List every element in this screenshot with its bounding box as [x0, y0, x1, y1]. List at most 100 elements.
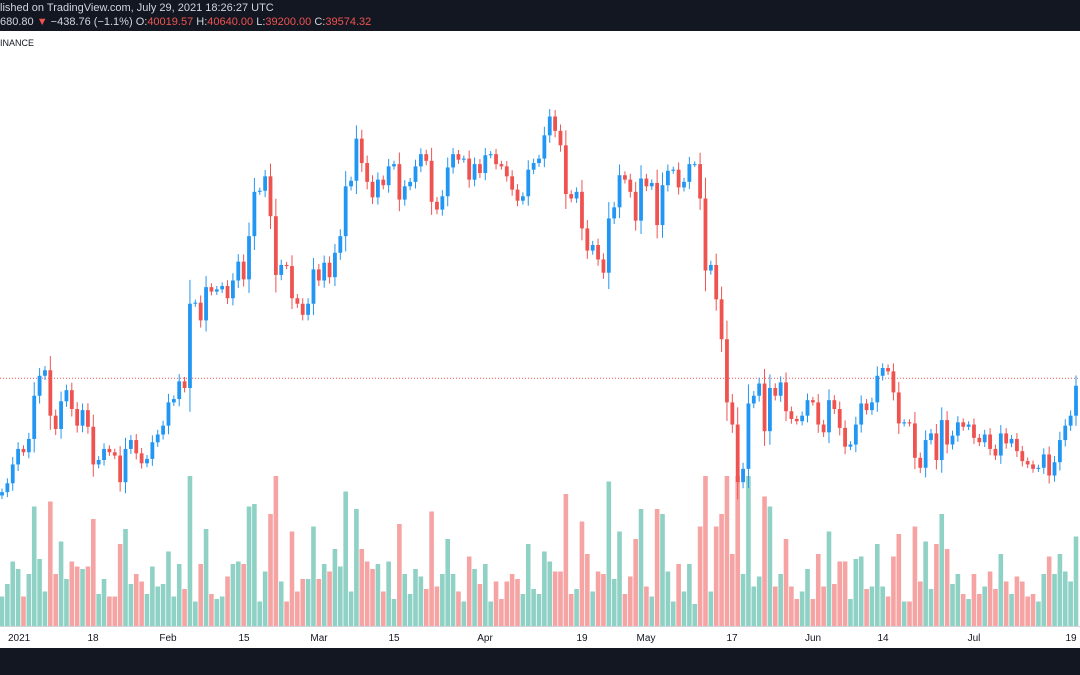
candle-body — [43, 370, 47, 376]
volume-bar — [794, 599, 800, 626]
candle-body — [338, 236, 343, 253]
candle-body — [913, 423, 917, 458]
volume-bar — [1020, 581, 1025, 626]
volume-bar — [58, 541, 64, 626]
candle-body — [440, 196, 445, 210]
candle-body — [182, 381, 187, 388]
volume-bar — [117, 544, 123, 626]
volume-bar — [1036, 601, 1041, 626]
candle-body — [311, 269, 316, 304]
candle-body — [402, 186, 407, 200]
volume-bar — [660, 514, 665, 626]
volume-bar — [166, 551, 171, 626]
candle-body — [531, 163, 536, 170]
candle-body — [768, 387, 772, 432]
volume-bar — [542, 551, 547, 626]
volume-bar — [209, 594, 214, 626]
volume-bar — [472, 569, 477, 626]
volume-bar — [203, 529, 209, 626]
volume-bar — [214, 599, 220, 626]
volume-bar — [848, 599, 853, 626]
volume-bar — [762, 496, 767, 626]
down-arrow-icon: ▼ — [36, 16, 48, 28]
volume-bar — [525, 544, 531, 626]
candle-body — [306, 303, 310, 315]
volume-bar — [719, 514, 724, 626]
volume-bar — [987, 571, 993, 626]
x-tick-label: 19 — [1065, 633, 1077, 644]
volume-bar — [483, 564, 488, 626]
time-axis[interactable]: 2021 18 Feb 15 Mar 15 Apr 19 May 17 Jun 14 Jul 19 — [0, 626, 1080, 649]
candle-body — [1074, 385, 1078, 416]
candle-body — [279, 264, 284, 275]
candle-body — [988, 434, 992, 449]
volume-bar — [842, 561, 848, 626]
candle-body — [359, 138, 364, 164]
volume-bar — [670, 601, 676, 626]
candle-body — [1004, 433, 1009, 444]
candle-body — [241, 261, 246, 280]
volume-bar — [15, 569, 21, 626]
x-tick-label: 19 — [576, 633, 588, 644]
candle-body — [59, 401, 63, 429]
volume-bar — [273, 476, 279, 626]
volume-bar — [42, 591, 48, 626]
candle-body — [886, 368, 890, 372]
volume-bar — [284, 601, 289, 626]
last-price: 680.80 — [0, 16, 34, 28]
volume-bar — [187, 476, 193, 626]
candle-body — [789, 411, 794, 419]
volume-bar — [585, 554, 590, 626]
candle-body — [585, 228, 590, 251]
volume-bar — [864, 589, 869, 626]
candle-body — [26, 438, 31, 453]
volume-bar — [853, 559, 859, 626]
volume-bar — [606, 481, 612, 626]
candle-body — [134, 440, 139, 454]
candle-body — [918, 457, 923, 468]
volume-bar — [665, 571, 671, 626]
candle-body — [832, 400, 837, 410]
candle-body — [676, 169, 681, 188]
x-tick-label: Feb — [159, 633, 177, 644]
candle-body — [69, 390, 74, 410]
volume-bar — [676, 564, 681, 626]
candle-body — [435, 201, 439, 210]
volume-bar — [531, 589, 536, 626]
candle-body — [268, 176, 273, 217]
volume-bar — [504, 581, 510, 626]
volume-bar — [515, 579, 520, 626]
candle-body — [864, 403, 869, 411]
candle-body — [778, 382, 783, 396]
volume-bar — [767, 506, 773, 626]
candle-body — [445, 167, 450, 197]
volume-bar — [407, 594, 413, 626]
volume-bar — [891, 556, 896, 626]
candle-body — [810, 400, 815, 403]
volume-bar — [917, 581, 923, 626]
volume-bar — [692, 604, 698, 626]
candle-body — [896, 392, 901, 424]
volume-bar — [633, 539, 638, 626]
candle-body — [1020, 451, 1025, 462]
candle-body — [601, 259, 606, 273]
volume-bar — [730, 554, 735, 626]
candle-body — [687, 164, 692, 182]
candle-body — [929, 433, 933, 441]
candle-body — [998, 433, 1003, 456]
candle-body — [859, 403, 864, 425]
candle-body — [322, 262, 327, 281]
exchange-label: INANCE — [0, 38, 35, 48]
volume-bar — [397, 524, 402, 626]
candle-body — [794, 419, 799, 422]
volume-bar — [1073, 536, 1079, 626]
volume-bar — [568, 594, 574, 626]
x-tick-label: Apr — [477, 633, 493, 644]
volume-bar — [885, 596, 891, 626]
volume-bar — [1052, 574, 1057, 626]
close-label: C: — [314, 16, 326, 28]
volume-bar — [252, 504, 257, 626]
candlestick-chart[interactable] — [0, 31, 1080, 626]
volume-bar — [413, 569, 418, 626]
volume-bar — [440, 574, 445, 626]
